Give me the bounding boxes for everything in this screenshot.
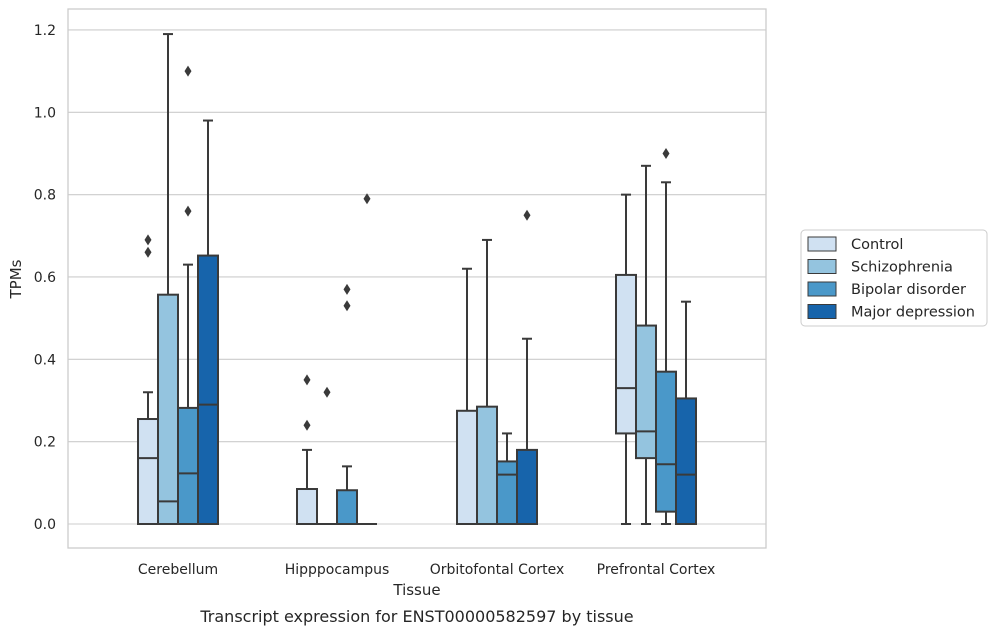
box-bipolar-disorder-prefrontal-cortex — [655, 147, 677, 525]
box-control-orbitofontal-cortex — [456, 267, 478, 525]
legend-label: Schizophrenia — [851, 260, 953, 276]
x-tick-labels: Cerebellum Hipppocampus Orbitofontal Corte… — [138, 562, 715, 578]
box-control-cerebellum — [137, 234, 159, 526]
x-tick-label: Orbitofontal Cortex — [430, 562, 565, 578]
box-body — [655, 370, 677, 513]
box-control-prefrontal-cortex — [615, 193, 637, 525]
plot-area-frame — [67, 8, 767, 549]
box-body — [615, 273, 637, 435]
y-axis-label: TPMs — [7, 259, 25, 299]
box-schizophrenia-orbitofontal-cortex — [476, 238, 498, 525]
box-body — [675, 397, 697, 525]
legend-label: Major depression — [851, 305, 975, 321]
outlier-point — [184, 205, 192, 217]
y-tick-label: 0.8 — [34, 188, 56, 204]
box-schizophrenia-prefrontal-cortex — [635, 164, 657, 525]
y-tick-label: 0.4 — [34, 352, 56, 368]
box-body — [177, 406, 199, 526]
y-tick-label: 0.2 — [34, 435, 56, 451]
outlier-point — [303, 419, 311, 431]
legend-item: Bipolar disorder — [807, 281, 966, 298]
box-body — [516, 448, 538, 526]
box-body — [456, 409, 478, 525]
box-bipolar-disorder-hipppocampus — [336, 283, 358, 525]
outlier-point — [523, 209, 531, 221]
box-body — [336, 489, 358, 525]
box-body — [496, 460, 518, 525]
y-tick-label: 0.6 — [34, 270, 56, 286]
box-body — [137, 418, 159, 526]
legend: Control Schizophrenia Bipolar disorder Majo… — [800, 229, 988, 327]
legend-swatch — [807, 281, 837, 297]
box-schizophrenia-hipppocampus — [317, 386, 337, 525]
box-body — [476, 405, 498, 525]
box-plot-boxes — [137, 33, 697, 526]
box-major-depression-cerebellum — [197, 119, 219, 525]
x-tick-label: Hipppocampus — [285, 562, 390, 578]
legend-item: Control — [807, 236, 903, 253]
outlier-point — [363, 193, 371, 205]
x-axis-label: Tissue — [392, 581, 440, 599]
outlier-point — [303, 374, 311, 386]
chart-caption: Transcript expression for ENST0000058259… — [199, 607, 633, 626]
y-tick-label: 1.2 — [34, 23, 56, 39]
box-bipolar-disorder-cerebellum — [177, 65, 199, 526]
legend-item: Major depression — [807, 304, 975, 321]
outlier-point — [343, 283, 351, 295]
box-body — [157, 293, 179, 525]
legend-label: Bipolar disorder — [851, 282, 966, 298]
x-tick-label: Cerebellum — [138, 562, 218, 578]
box-major-depression-orbitofontal-cortex — [516, 209, 538, 526]
y-tick-labels: 0.0 0.2 0.4 0.6 0.8 1.0 1.2 — [34, 23, 56, 533]
outlier-point — [323, 386, 331, 398]
box-major-depression-prefrontal-cortex — [675, 300, 697, 525]
legend-swatch — [807, 304, 837, 319]
box-body — [296, 488, 318, 525]
outlier-point — [144, 246, 152, 258]
box-control-hipppocampus — [296, 374, 318, 525]
box-body — [635, 324, 657, 460]
legend-swatch — [807, 236, 837, 252]
legend-item: Schizophrenia — [807, 259, 953, 276]
y-tick-label: 1.0 — [34, 105, 56, 121]
outlier-point — [343, 300, 351, 312]
box-body — [197, 254, 219, 525]
legend-swatch — [807, 259, 837, 274]
legend-frame — [800, 229, 988, 327]
x-tick-label: Prefrontal Cortex — [597, 562, 716, 578]
outlier-point — [662, 147, 670, 159]
box-major-depression-hipppocampus — [357, 193, 377, 525]
box-schizophrenia-cerebellum — [157, 33, 179, 525]
outlier-point — [184, 65, 192, 77]
legend-label: Control — [851, 237, 903, 253]
box-bipolar-disorder-orbitofontal-cortex — [496, 432, 518, 525]
outlier-point — [144, 234, 152, 246]
y-tick-label: 0.0 — [34, 517, 56, 533]
